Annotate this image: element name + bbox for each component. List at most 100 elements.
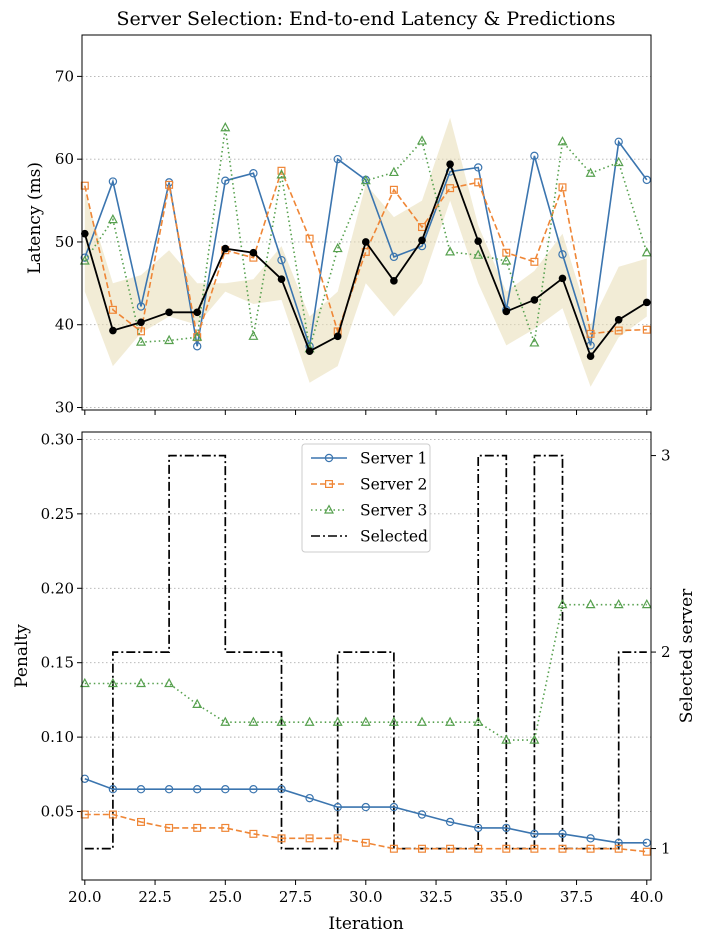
top-point-server-1 (108, 177, 118, 186)
bottom-point-server-3 (360, 716, 371, 726)
top-y-tick-label: 30 (55, 399, 74, 417)
top-point-server-1 (558, 250, 567, 259)
bottom-point-server-2 (221, 823, 230, 832)
bottom-y2-tick-label: 3 (661, 447, 671, 465)
bottom-x-tick-label: 40.0 (630, 888, 663, 906)
bottom-point-server-2 (586, 844, 595, 853)
bottom-x-tick-label: 27.5 (279, 888, 312, 906)
top-y-tick-label: 40 (55, 316, 74, 334)
bottom-point-server-1 (417, 810, 427, 819)
top-point-server-2 (558, 183, 567, 192)
top-point-selected (474, 237, 482, 245)
legend-marker-server-3 (323, 504, 335, 514)
bottom-point-server-1 (558, 829, 567, 839)
top-point-server-1 (249, 169, 258, 178)
top-point-server-1 (221, 176, 230, 185)
top-point-server-2 (586, 329, 595, 338)
bottom-point-server-2 (165, 823, 174, 832)
legend-marker-server-2 (325, 480, 334, 489)
bottom-x-tick-label: 37.5 (560, 888, 593, 906)
legend-label-server-3: Server 3 (360, 502, 427, 520)
bottom-point-server-1 (136, 785, 146, 794)
bottom-line-server-2 (84, 813, 647, 853)
top-point-server-3 (585, 167, 596, 177)
top-line-server-3 (84, 127, 648, 349)
bottom-point-server-3 (557, 598, 568, 609)
bottom-point-server-2 (249, 829, 258, 838)
top-point-server-1 (642, 175, 651, 185)
top-point-server-2 (642, 325, 651, 334)
legend-marker-server-1 (324, 453, 334, 463)
top-plot-area: 30 40 50 60 70 (55, 34, 652, 417)
top-point-server-2 (305, 234, 314, 243)
bottom-point-server-3 (304, 716, 315, 726)
bottom-y-axis-title: Penalty (12, 624, 32, 688)
legend-label-selected: Selected (360, 528, 428, 546)
top-point-server-1 (473, 163, 483, 172)
bottom-point-server-3 (220, 716, 231, 726)
top-point-server-2 (474, 178, 483, 187)
top-point-selected (305, 347, 314, 356)
top-point-server-3 (416, 135, 428, 145)
top-point-server-3 (332, 242, 343, 253)
bottom-point-server-1 (164, 785, 174, 794)
top-point-server-2 (108, 305, 117, 314)
bottom-point-server-2 (389, 844, 398, 853)
top-point-selected (502, 307, 511, 316)
bottom-y-tick-label: 0.30 (41, 430, 74, 448)
bottom-point-server-3 (164, 677, 175, 688)
top-point-selected (642, 298, 651, 307)
bottom-point-server-3 (136, 677, 147, 688)
bottom-point-server-2 (108, 810, 117, 819)
top-point-server-3 (136, 336, 147, 346)
bottom-point-server-3 (445, 716, 456, 726)
bottom-point-server-2 (474, 844, 483, 853)
bottom-point-server-1 (193, 785, 202, 794)
bottom-point-server-1 (586, 834, 595, 843)
bottom-point-server-1 (277, 785, 286, 794)
top-point-server-3 (445, 246, 456, 256)
top-point-server-1 (389, 252, 399, 262)
bottom-point-server-1 (473, 823, 483, 833)
bottom-point-server-3 (332, 716, 343, 726)
bottom-point-server-2 (417, 844, 426, 853)
top-point-server-1 (614, 137, 623, 146)
bottom-point-server-2 (80, 810, 89, 819)
top-point-server-2 (614, 326, 623, 335)
top-point-server-2 (530, 257, 539, 266)
legend-box (301, 443, 431, 553)
bottom-point-server-2 (333, 834, 342, 843)
top-point-server-2 (165, 180, 174, 189)
top-point-server-1 (277, 255, 286, 265)
bottom-y2-tick-label: 2 (661, 643, 671, 661)
top-point-selected (446, 160, 454, 168)
top-point-server-2 (137, 327, 146, 336)
bottom-line-server-1 (84, 778, 647, 844)
top-point-server-1 (530, 151, 539, 161)
bottom-point-server-2 (277, 834, 286, 843)
top-point-selected (249, 248, 258, 257)
top-point-server-3 (613, 156, 624, 167)
bottom-point-server-1 (361, 802, 370, 812)
bottom-point-server-1 (502, 823, 511, 833)
legend-label-server-1: Server 1 (360, 450, 427, 468)
top-point-server-3 (164, 334, 175, 345)
top-point-selected (165, 308, 173, 317)
prediction-band (84, 117, 647, 387)
bottom-y-tick-label: 0.15 (41, 654, 74, 672)
top-point-server-3 (107, 213, 118, 224)
bottom-point-server-2 (558, 844, 567, 853)
bottom-x-tick-label: 25.0 (209, 888, 242, 906)
top-y-tick-label: 70 (55, 67, 74, 85)
top-point-server-3 (501, 255, 512, 265)
top-point-server-1 (80, 253, 90, 262)
bottom-point-server-1 (530, 829, 539, 839)
top-point-selected (530, 296, 539, 304)
bottom-point-server-2 (305, 834, 314, 843)
bottom-point-server-1 (305, 793, 314, 803)
bottom-point-server-2 (137, 817, 146, 826)
top-point-server-3 (79, 255, 90, 265)
bottom-point-server-1 (80, 774, 90, 783)
top-point-server-2 (417, 223, 426, 232)
